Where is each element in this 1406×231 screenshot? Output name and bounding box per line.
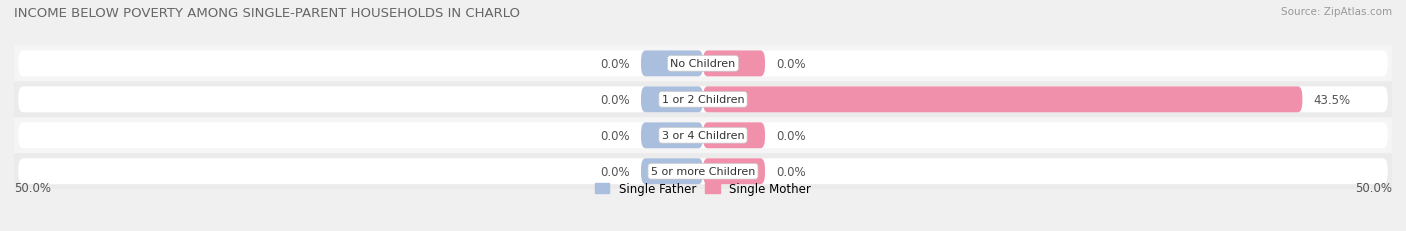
- Text: 5 or more Children: 5 or more Children: [651, 167, 755, 176]
- Text: 0.0%: 0.0%: [776, 129, 806, 142]
- Text: 1 or 2 Children: 1 or 2 Children: [662, 95, 744, 105]
- FancyBboxPatch shape: [14, 46, 1392, 82]
- FancyBboxPatch shape: [14, 154, 1392, 189]
- FancyBboxPatch shape: [18, 159, 1388, 184]
- FancyBboxPatch shape: [703, 87, 1302, 113]
- Text: 50.0%: 50.0%: [1355, 181, 1392, 194]
- FancyBboxPatch shape: [641, 51, 703, 77]
- Text: 0.0%: 0.0%: [776, 58, 806, 71]
- Text: 3 or 4 Children: 3 or 4 Children: [662, 131, 744, 141]
- Text: 0.0%: 0.0%: [600, 58, 630, 71]
- FancyBboxPatch shape: [641, 159, 703, 184]
- FancyBboxPatch shape: [641, 87, 703, 113]
- FancyBboxPatch shape: [703, 123, 765, 149]
- FancyBboxPatch shape: [18, 87, 1388, 113]
- FancyBboxPatch shape: [18, 123, 1388, 149]
- Text: 50.0%: 50.0%: [14, 181, 51, 194]
- Legend: Single Father, Single Mother: Single Father, Single Mother: [595, 182, 811, 195]
- FancyBboxPatch shape: [703, 159, 765, 184]
- FancyBboxPatch shape: [703, 51, 765, 77]
- FancyBboxPatch shape: [18, 51, 1388, 77]
- Text: No Children: No Children: [671, 59, 735, 69]
- Text: 43.5%: 43.5%: [1313, 93, 1351, 106]
- Text: Source: ZipAtlas.com: Source: ZipAtlas.com: [1281, 7, 1392, 17]
- Text: 0.0%: 0.0%: [600, 93, 630, 106]
- Text: 0.0%: 0.0%: [600, 165, 630, 178]
- FancyBboxPatch shape: [14, 118, 1392, 154]
- Text: 0.0%: 0.0%: [600, 129, 630, 142]
- Text: 0.0%: 0.0%: [776, 165, 806, 178]
- Text: INCOME BELOW POVERTY AMONG SINGLE-PARENT HOUSEHOLDS IN CHARLO: INCOME BELOW POVERTY AMONG SINGLE-PARENT…: [14, 7, 520, 20]
- FancyBboxPatch shape: [641, 123, 703, 149]
- FancyBboxPatch shape: [14, 82, 1392, 118]
